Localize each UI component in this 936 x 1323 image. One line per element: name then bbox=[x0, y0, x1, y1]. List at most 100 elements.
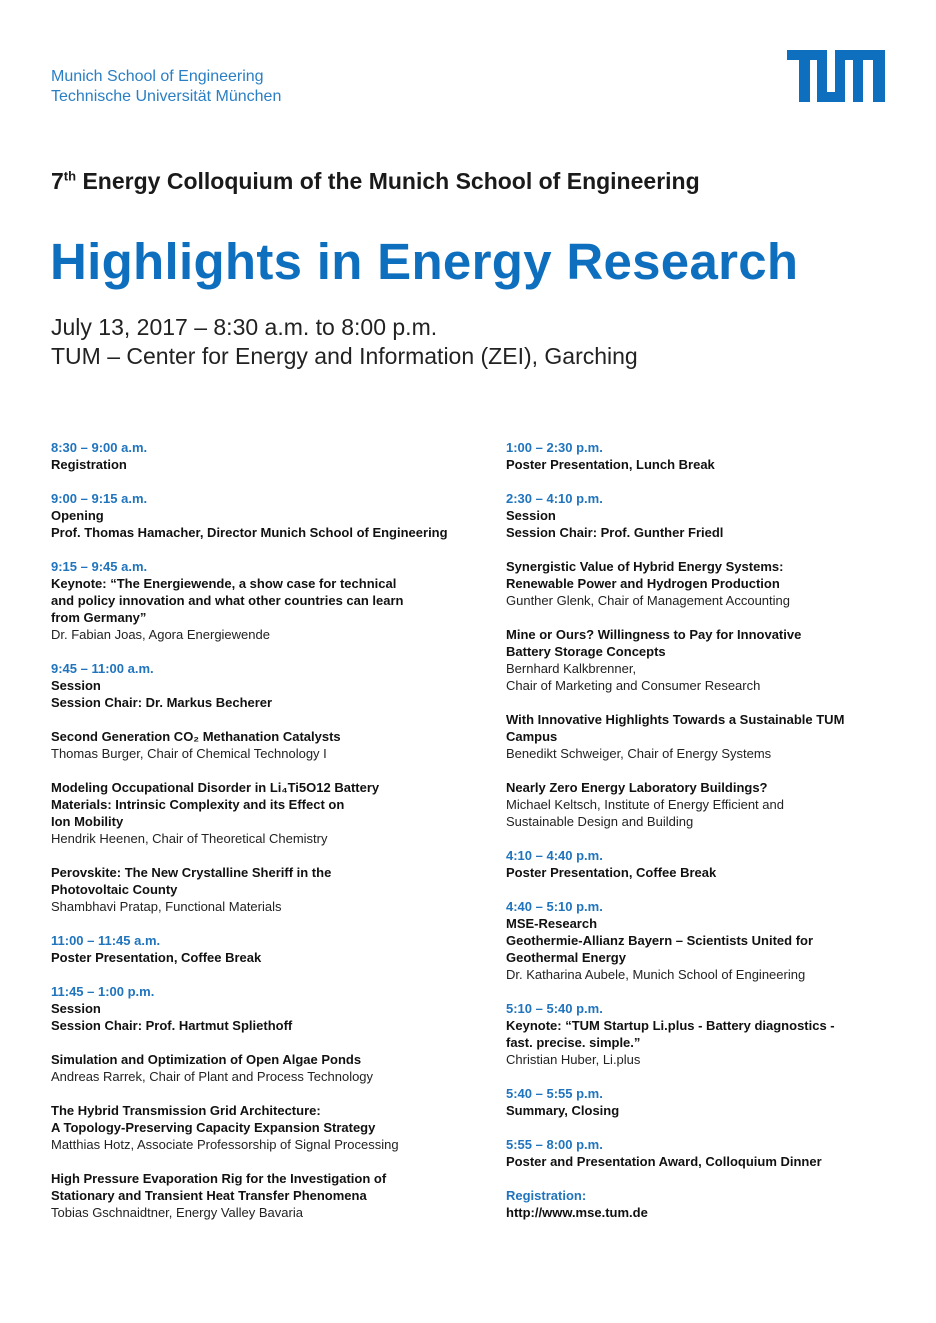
program-heading: Second Generation CO₂ Methanation Cataly… bbox=[51, 729, 341, 744]
program-heading: Session Chair: Prof. Hartmut Spliethoff bbox=[51, 1018, 293, 1033]
program-item: High Pressure Evaporation Rig for the In… bbox=[51, 1170, 481, 1221]
program-item: The Hybrid Transmission Grid Architectur… bbox=[51, 1102, 481, 1153]
program-speaker: Hendrik Heenen, Chair of Theoretical Che… bbox=[51, 831, 328, 846]
program-heading: Session Chair: Dr. Markus Becherer bbox=[51, 695, 273, 710]
program-heading: A Topology-Preserving Capacity Expansion… bbox=[51, 1120, 376, 1135]
program-speaker: Bernhard Kalkbrenner, bbox=[506, 661, 637, 676]
program-heading: The Hybrid Transmission Grid Architectur… bbox=[51, 1103, 321, 1118]
program-heading: Session bbox=[51, 1001, 101, 1016]
program-speaker: Gunther Glenk, Chair of Management Accou… bbox=[506, 593, 790, 608]
program-time: 5:40 – 5:55 p.m. bbox=[506, 1086, 603, 1101]
program-heading: Session bbox=[51, 678, 101, 693]
program-item: 5:40 – 5:55 p.m. Summary, Closing bbox=[506, 1085, 886, 1119]
program-heading: Session bbox=[506, 508, 556, 523]
program-time: 1:00 – 2:30 p.m. bbox=[506, 440, 603, 455]
program-item: 11:45 – 1:00 p.m. Session Session Chair: P… bbox=[51, 983, 481, 1034]
program-heading: Photovoltaic County bbox=[51, 882, 178, 897]
program-time: 11:45 – 1:00 p.m. bbox=[51, 984, 155, 999]
event-date: July 13, 2017 – 8:30 a.m. to 8:00 p.m. bbox=[51, 314, 438, 340]
program-heading: Geothermal Energy bbox=[506, 950, 626, 965]
program-speaker: Shambhavi Pratap, Functional Materials bbox=[51, 899, 282, 914]
program-item: With Innovative Highlights Towards a Sus… bbox=[506, 711, 886, 762]
program-speaker: Chair of Marketing and Consumer Research bbox=[506, 678, 761, 693]
program-heading: Opening bbox=[51, 508, 104, 523]
program-heading: Nearly Zero Energy Laboratory Buildings? bbox=[506, 780, 768, 795]
program-time: 4:40 – 5:10 p.m. bbox=[506, 899, 603, 914]
registration-url[interactable]: http://www.mse.tum.de bbox=[506, 1205, 648, 1220]
program-heading: Stationary and Transient Heat Transfer P… bbox=[51, 1188, 367, 1203]
program-heading: Campus bbox=[506, 729, 558, 744]
program-heading: Battery Storage Concepts bbox=[506, 644, 666, 659]
program-speaker: Christian Huber, Li.plus bbox=[506, 1052, 641, 1067]
program-time: 9:45 – 11:00 a.m. bbox=[51, 661, 154, 676]
program-heading: Mine or Ours? Willingness to Pay for Inn… bbox=[506, 627, 802, 642]
program-speaker: Dr. Fabian Joas, Agora Energiewende bbox=[51, 627, 270, 642]
program-heading: Poster Presentation, Coffee Break bbox=[51, 950, 262, 965]
program-heading: Simulation and Optimization of Open Alga… bbox=[51, 1052, 362, 1067]
program-item: Nearly Zero Energy Laboratory Buildings?… bbox=[506, 779, 886, 830]
program-time: 5:10 – 5:40 p.m. bbox=[506, 1001, 603, 1016]
program-item: 1:00 – 2:30 p.m. Poster Presentation, Lun… bbox=[506, 439, 886, 473]
program-item: 8:30 – 9:00 a.m. Registration bbox=[51, 439, 481, 473]
institution-school: Munich School of Engineering bbox=[51, 68, 264, 85]
program-item: 4:40 – 5:10 p.m. MSE-Research Geothermie-A… bbox=[506, 898, 886, 983]
program-time: 2:30 – 4:10 p.m. bbox=[506, 491, 603, 506]
program-right-column: 1:00 – 2:30 p.m. Poster Presentation, Lun… bbox=[506, 439, 886, 1238]
program-speaker: Matthias Hotz, Associate Professorship o… bbox=[51, 1137, 399, 1152]
program-heading: Poster Presentation, Coffee Break bbox=[506, 865, 717, 880]
program-time: 5:55 – 8:00 p.m. bbox=[506, 1137, 603, 1152]
program-time: 9:15 – 9:45 a.m. bbox=[51, 559, 148, 574]
institution-university: Technische Universität München bbox=[51, 88, 282, 105]
program-speaker: Tobias Gschnaidtner, Energy Valley Bavar… bbox=[51, 1205, 303, 1220]
program-speaker: Benedikt Schweiger, Chair of Energy Syst… bbox=[506, 746, 772, 761]
program-left-column: 8:30 – 9:00 a.m. Registration 9:00 – 9:15 … bbox=[51, 439, 481, 1238]
program-heading: Ion Mobility bbox=[51, 814, 124, 829]
program-heading: Geothermie-Allianz Bayern – Scientists U… bbox=[506, 933, 814, 948]
program-heading: MSE-Research bbox=[506, 916, 598, 931]
program-heading: Poster and Presentation Award, Colloquiu… bbox=[506, 1154, 822, 1169]
institution-block: Munich School of Engineering Technische … bbox=[51, 67, 281, 107]
program-heading: Registration bbox=[51, 457, 127, 472]
program-heading: With Innovative Highlights Towards a Sus… bbox=[506, 712, 845, 727]
program-item: 9:15 – 9:45 a.m. Keynote: “The Energiewen… bbox=[51, 558, 481, 643]
program-speaker: Michael Keltsch, Institute of Energy Eff… bbox=[506, 797, 784, 812]
program-heading: Session Chair: Prof. Gunther Friedl bbox=[506, 525, 724, 540]
program-item: 11:00 – 11:45 a.m. Poster Presentation, C… bbox=[51, 932, 481, 966]
program-speaker: Andreas Rarrek, Chair of Plant and Proce… bbox=[51, 1069, 374, 1084]
program-heading: Prof. Thomas Hamacher, Director Munich S… bbox=[51, 525, 448, 540]
program-heading: Poster Presentation, Lunch Break bbox=[506, 457, 715, 472]
program-item: 4:10 – 4:40 p.m. Poster Presentation, Cof… bbox=[506, 847, 886, 881]
event-subtitle: 7th Energy Colloquium of the Munich Scho… bbox=[51, 168, 700, 194]
program-item: 5:10 – 5:40 p.m. Keynote: “TUM Startup Li… bbox=[506, 1000, 886, 1068]
program-heading: Keynote: “TUM Startup Li.plus - Battery … bbox=[506, 1018, 835, 1033]
program-heading: Keynote: “The Energiewende, a show case … bbox=[51, 576, 397, 591]
program-item: 9:00 – 9:15 a.m. Opening Prof. Thomas Hama… bbox=[51, 490, 481, 541]
program-heading: and policy innovation and what other cou… bbox=[51, 593, 404, 608]
program-time: 8:30 – 9:00 a.m. bbox=[51, 440, 148, 455]
program-item: Perovskite: The New Crystalline Sheriff … bbox=[51, 864, 481, 915]
event-details: July 13, 2017 – 8:30 a.m. to 8:00 p.m. T… bbox=[51, 313, 638, 371]
program-heading: fast. precise. simple.” bbox=[506, 1035, 641, 1050]
program-heading: from Germany” bbox=[51, 610, 147, 625]
program-heading: Synergistic Value of Hybrid Energy Syste… bbox=[506, 559, 784, 574]
program-time: 4:10 – 4:40 p.m. bbox=[506, 848, 603, 863]
program-heading: High Pressure Evaporation Rig for the In… bbox=[51, 1171, 387, 1186]
program-heading: Perovskite: The New Crystalline Sheriff … bbox=[51, 865, 332, 880]
program-item: Simulation and Optimization of Open Alga… bbox=[51, 1051, 481, 1085]
program-speaker: Sustainable Design and Building bbox=[506, 814, 694, 829]
program-item: 9:45 – 11:00 a.m. Session Session Chair: D… bbox=[51, 660, 481, 711]
program-item: 2:30 – 4:10 p.m. Session Session Chair: Pr… bbox=[506, 490, 886, 541]
program-item: Second Generation CO₂ Methanation Cataly… bbox=[51, 728, 481, 762]
program-item: Synergistic Value of Hybrid Energy Syste… bbox=[506, 558, 886, 609]
program-time: 11:00 – 11:45 a.m. bbox=[51, 933, 161, 948]
program-heading: Materials: Intrinsic Complexity and its … bbox=[51, 797, 345, 812]
program-heading: Renewable Power and Hydrogen Production bbox=[506, 576, 780, 591]
program-heading: Summary, Closing bbox=[506, 1103, 620, 1118]
program-time: Registration: bbox=[506, 1188, 587, 1203]
tum-logo bbox=[787, 50, 885, 102]
program-speaker: Thomas Burger, Chair of Chemical Technol… bbox=[51, 746, 327, 761]
event-venue: TUM – Center for Energy and Information … bbox=[51, 343, 638, 369]
program-time: 9:00 – 9:15 a.m. bbox=[51, 491, 148, 506]
program-item: 5:55 – 8:00 p.m. Poster and Presentation … bbox=[506, 1136, 886, 1170]
